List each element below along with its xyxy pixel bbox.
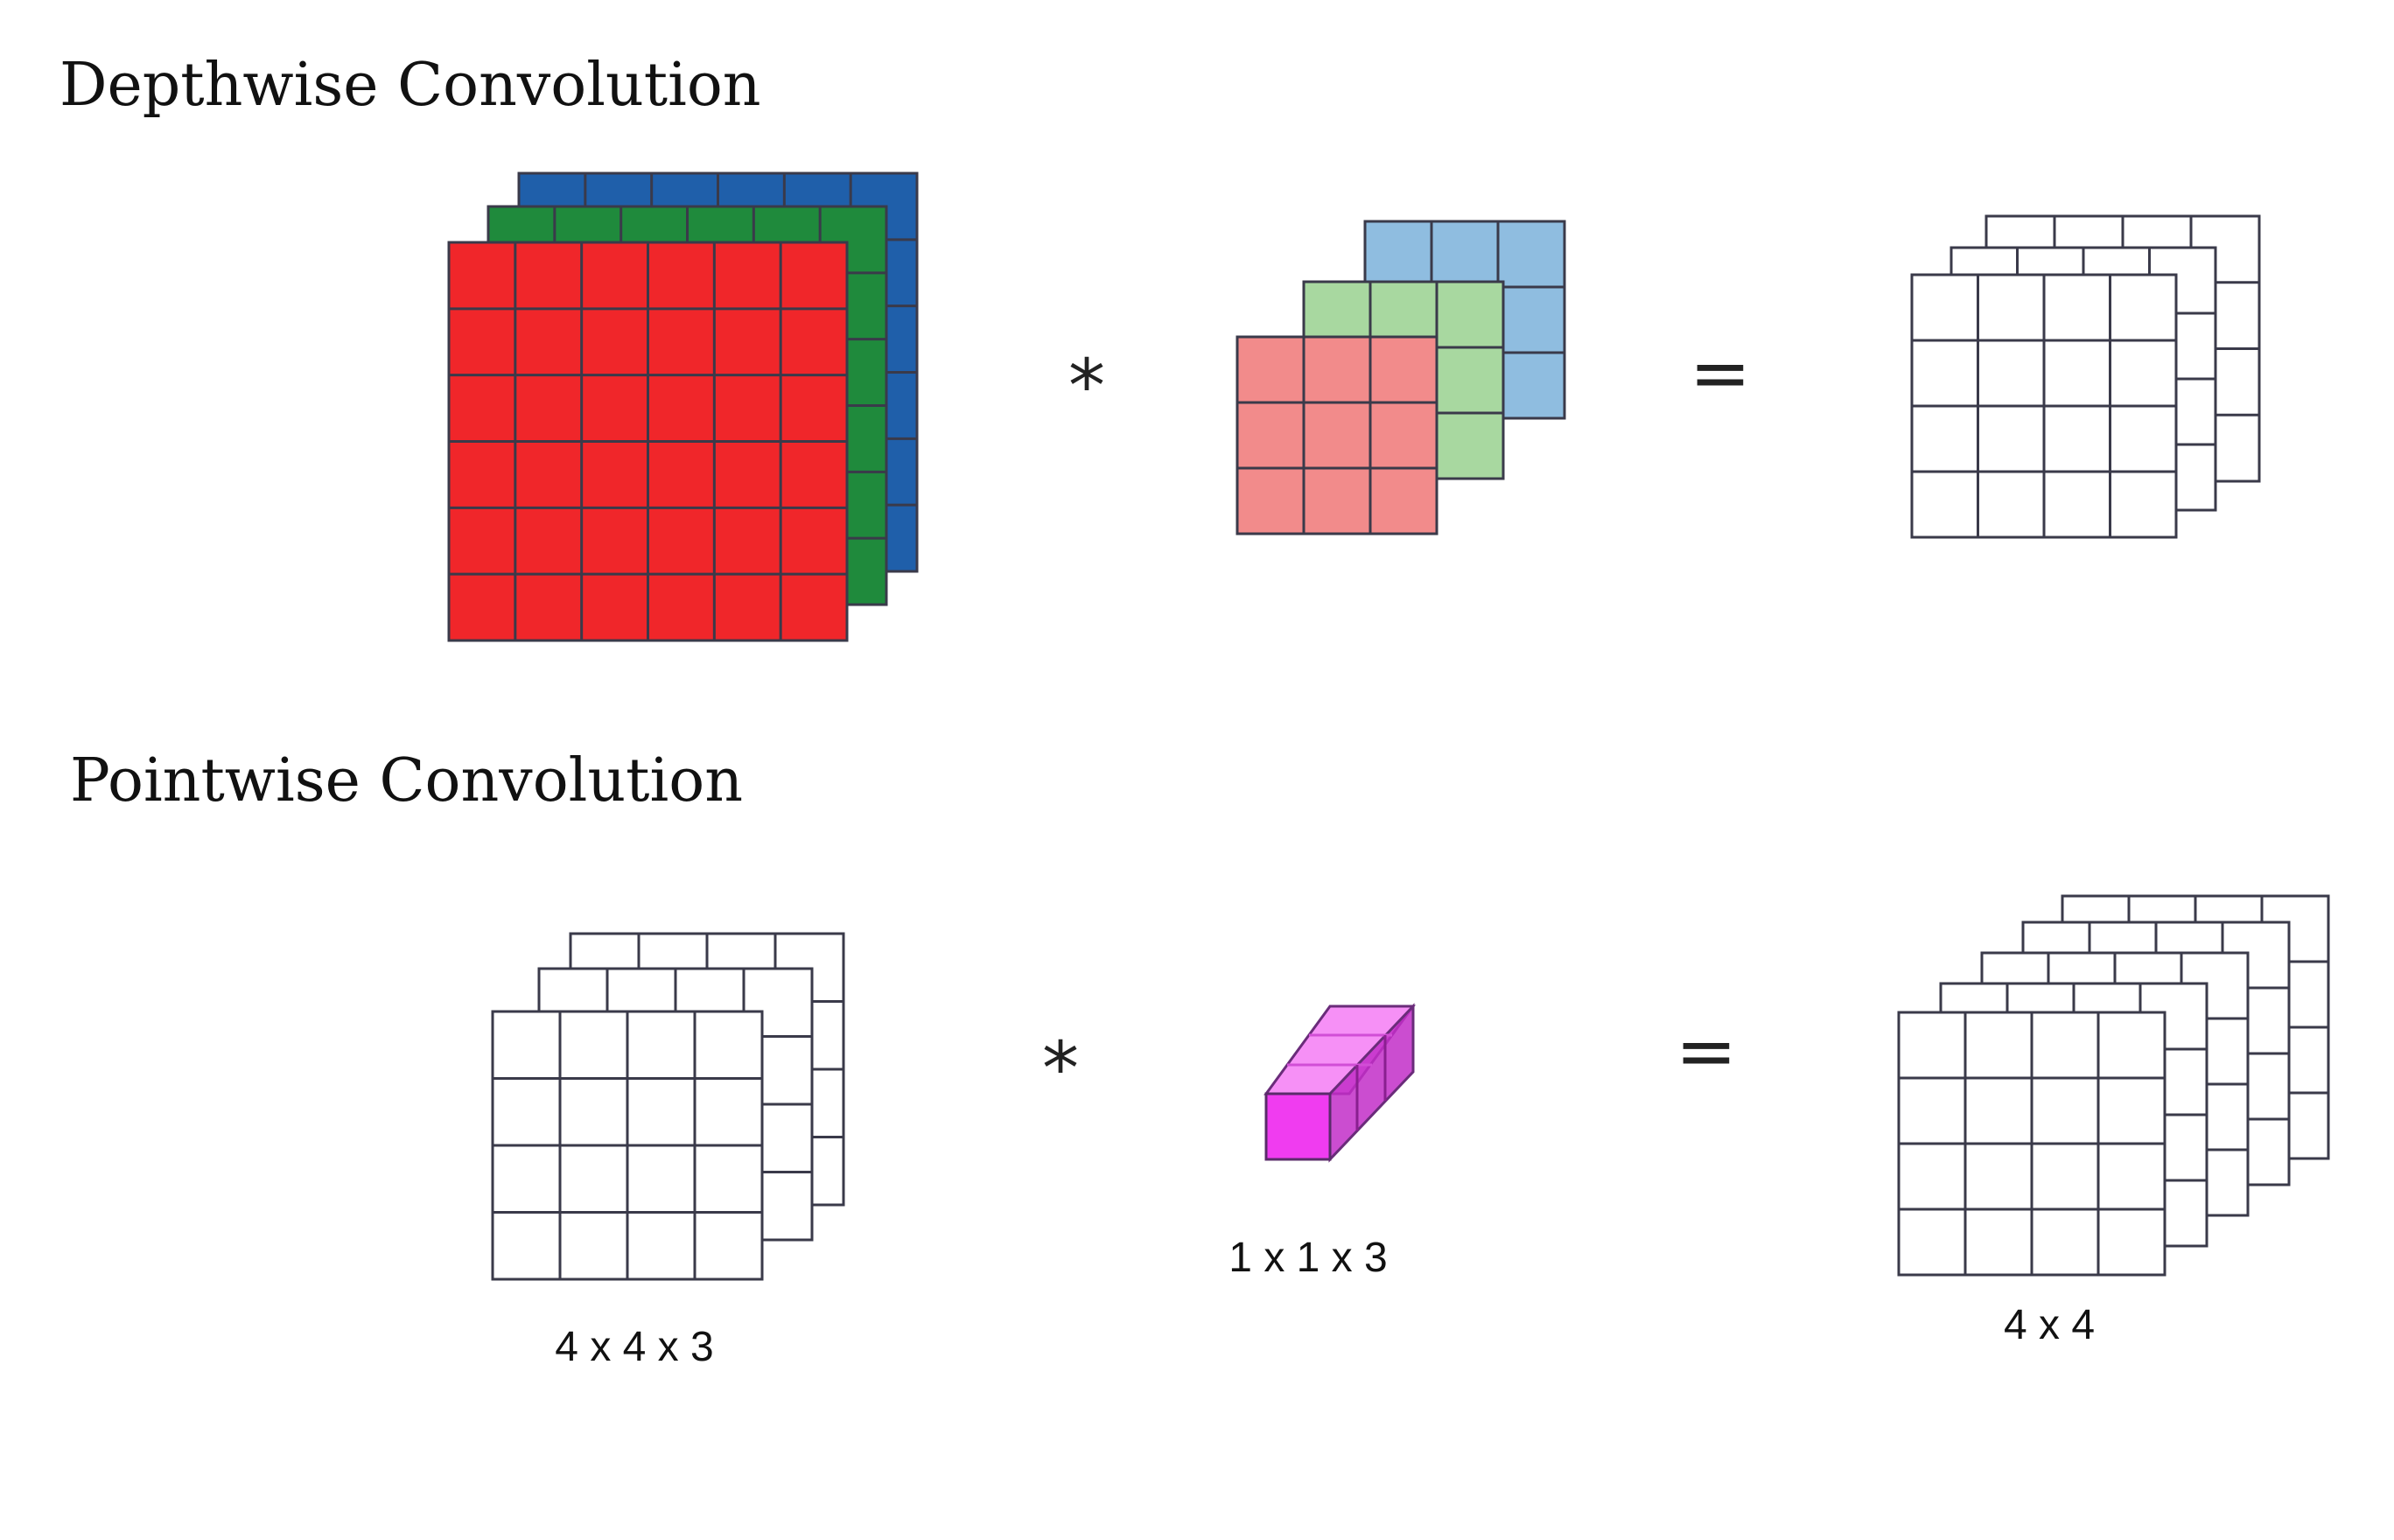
depthwise-output-map-front: [1910, 273, 2178, 539]
depthwise-multiply-operator: *: [1068, 343, 1105, 429]
pointwise-kernel-cube: [1264, 1003, 1416, 1163]
pointwise-output-dimension-label: 4 x 4: [2004, 1302, 2095, 1348]
depthwise-output-stack: [1910, 214, 2261, 539]
depthwise-input-red-channel: [447, 241, 849, 642]
grid-background: [1236, 335, 1438, 536]
pointwise-equals-operator: =: [1676, 1008, 1737, 1094]
pointwise-kernel-dimension-label: 1 x 1 x 3: [1228, 1235, 1387, 1281]
pointwise-output-map-5: [1897, 1011, 2166, 1277]
depthwise-equals-operator: =: [1690, 330, 1751, 416]
pointwise-multiply-operator: *: [1042, 1026, 1079, 1111]
pointwise-output-stack: [1897, 894, 2330, 1277]
pointwise-input-map-front: [491, 1010, 764, 1281]
depthwise-kernel-red: [1236, 335, 1438, 536]
depthwise-kernel-stack: [1236, 220, 1566, 536]
depthwise-input-stack: [447, 172, 919, 642]
pointwise-input-dimension-label: 4 x 4 x 3: [555, 1324, 713, 1370]
pointwise-input-stack: [491, 932, 845, 1281]
kernel-front-face: [1264, 1092, 1332, 1161]
pointwise-title: Pointwise Convolution: [70, 746, 743, 816]
depthwise-title: Depthwise Convolution: [60, 51, 761, 120]
